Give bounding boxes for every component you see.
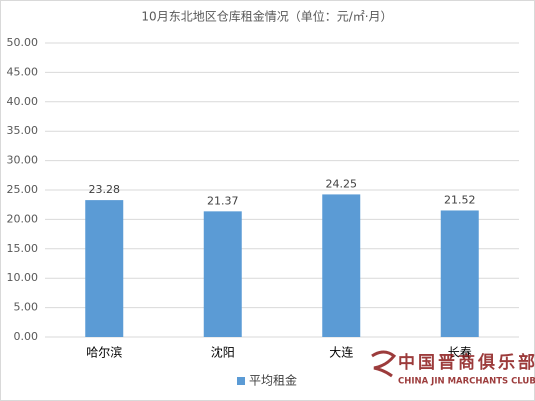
watermark: 中国晋商俱乐部 CHINA JIN MARCHANTS CLUB [371, 350, 535, 387]
x-tick-label: 哈尔滨 [86, 345, 122, 360]
data-label: 23.28 [89, 183, 121, 196]
legend-swatch [237, 377, 245, 385]
watermark-subtitle: CHINA JIN MARCHANTS CLUB [398, 377, 535, 387]
x-tick-label: 大连 [329, 345, 353, 360]
y-tick-label: 40.00 [7, 95, 39, 108]
y-tick-label: 35.00 [7, 124, 39, 137]
y-tick-label: 15.00 [7, 242, 39, 255]
x-tick-label: 沈阳 [211, 345, 235, 360]
y-tick-label: 25.00 [7, 183, 39, 196]
data-label: 21.52 [444, 193, 476, 206]
bar [85, 200, 124, 337]
y-tick-label: 0.00 [14, 330, 39, 343]
y-tick-label: 10.00 [7, 271, 39, 284]
bar [440, 210, 479, 337]
data-label: 21.37 [207, 194, 239, 207]
y-tick-label: 45.00 [7, 65, 39, 78]
bar [203, 211, 242, 337]
y-tick-label: 30.00 [7, 154, 39, 167]
y-tick-label: 20.00 [7, 212, 39, 225]
y-tick-label: 5.00 [14, 301, 39, 314]
watermark-text: 中国晋商俱乐部 [398, 352, 535, 373]
bar [322, 194, 361, 337]
data-label: 24.25 [326, 177, 358, 190]
x-tick-label: 长春 [448, 346, 472, 360]
chart-title: 10月东北地区仓库租金情况（单位：元/㎡·月） [141, 9, 392, 24]
legend-label: 平均租金 [249, 373, 297, 388]
watermark-icon [371, 350, 397, 378]
y-tick-label: 50.00 [7, 36, 39, 49]
